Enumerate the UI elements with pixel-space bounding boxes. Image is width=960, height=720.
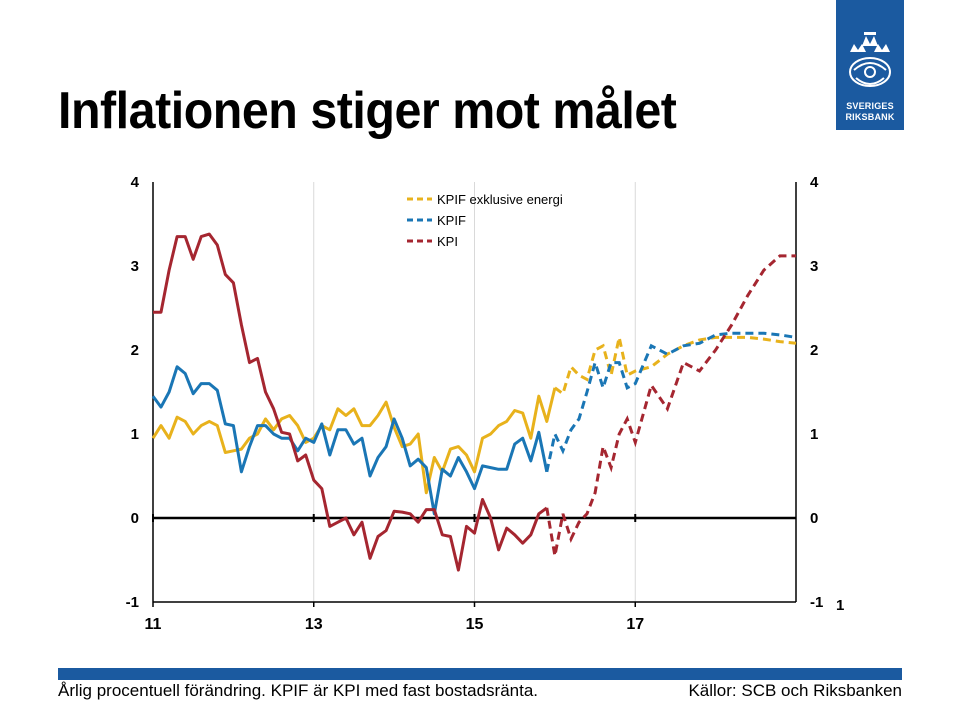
chart-legend: KPIF exklusive energi KPIF KPI bbox=[407, 192, 563, 249]
chart-axes bbox=[152, 182, 797, 607]
page-title: Inflationen stiger mot målet bbox=[58, 82, 677, 140]
footer-note: Årlig procentuell förändring. KPIF är KP… bbox=[58, 681, 539, 700]
series-line-outcome-2 bbox=[153, 232, 548, 572]
y-tick-label-right: 0 bbox=[810, 510, 818, 527]
footer-bar bbox=[58, 668, 902, 680]
y-tick-label-right: 1 bbox=[810, 426, 818, 443]
series-line-forecast-0 bbox=[554, 335, 797, 397]
crown-emblem-icon bbox=[849, 32, 891, 87]
series-line-forecast-1 bbox=[545, 331, 797, 473]
y-tick-label-right: 2 bbox=[810, 342, 818, 359]
y-tick-label-left: -1 bbox=[126, 594, 139, 611]
x-tick-label: 11 bbox=[145, 616, 162, 633]
logo-text-line2: RIKSBANK bbox=[845, 112, 895, 122]
series-line-forecast-2 bbox=[545, 254, 796, 557]
series-line-outcome-1 bbox=[151, 365, 549, 516]
x-tick-label: 13 bbox=[305, 616, 323, 633]
page-number: 1 bbox=[836, 597, 844, 614]
legend-label: KPIF bbox=[437, 213, 466, 228]
y-tick-label-left: 3 bbox=[131, 258, 139, 275]
riksbank-logo: SVERIGES RIKSBANK bbox=[836, 0, 904, 130]
chart-series bbox=[151, 232, 797, 572]
y-tick-label-left: 0 bbox=[131, 510, 139, 527]
logo-text-line1: SVERIGES bbox=[846, 101, 894, 111]
x-tick-label: 17 bbox=[626, 616, 644, 633]
legend-label: KPIF exklusive energi bbox=[437, 192, 563, 207]
y-tick-label-left: 1 bbox=[131, 426, 139, 443]
y-tick-label-right: 4 bbox=[810, 174, 819, 191]
y-tick-label-right: -1 bbox=[810, 594, 823, 611]
y-tick-label-left: 4 bbox=[131, 174, 140, 191]
y-tick-label-left: 2 bbox=[131, 342, 139, 359]
footer-source: Källor: SCB och Riksbanken bbox=[688, 681, 902, 700]
legend-label: KPI bbox=[437, 234, 458, 249]
series-line-outcome-0 bbox=[151, 387, 557, 495]
y-tick-label-right: 3 bbox=[810, 258, 818, 275]
x-tick-label: 15 bbox=[466, 616, 484, 633]
chart-tick-labels: 4 43 32 21 10 0-1 -111 13 15 171 bbox=[126, 174, 845, 633]
